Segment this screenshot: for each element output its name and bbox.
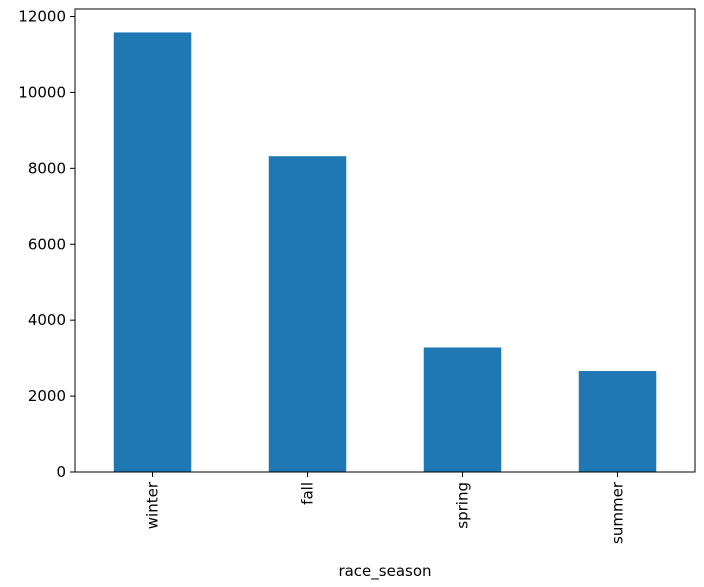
bars-group <box>113 32 657 473</box>
y-tick-label: 10000 <box>18 83 66 101</box>
y-tick-label: 6000 <box>28 235 66 253</box>
x-tick-label: winter <box>144 481 162 529</box>
y-tick-label: 4000 <box>28 311 66 329</box>
y-tick-label: 8000 <box>28 159 66 177</box>
x-tick-label: summer <box>609 481 627 544</box>
bar-summer <box>578 371 657 472</box>
x-tick-label: spring <box>454 482 472 529</box>
bar-winter <box>113 32 192 472</box>
y-tick-label: 0 <box>56 463 66 481</box>
y-tick-label: 2000 <box>28 387 66 405</box>
y-axis: 0 2000 4000 6000 8000 10000 12000 <box>18 8 75 481</box>
bar-spring <box>423 347 502 472</box>
plot-frame <box>74 8 696 473</box>
y-tick-label: 12000 <box>18 8 66 26</box>
x-tick-label: fall <box>299 482 317 505</box>
bar-fall <box>268 156 347 473</box>
x-axis: winter fall spring summer <box>144 472 627 544</box>
x-axis-label: race_season <box>338 562 431 581</box>
